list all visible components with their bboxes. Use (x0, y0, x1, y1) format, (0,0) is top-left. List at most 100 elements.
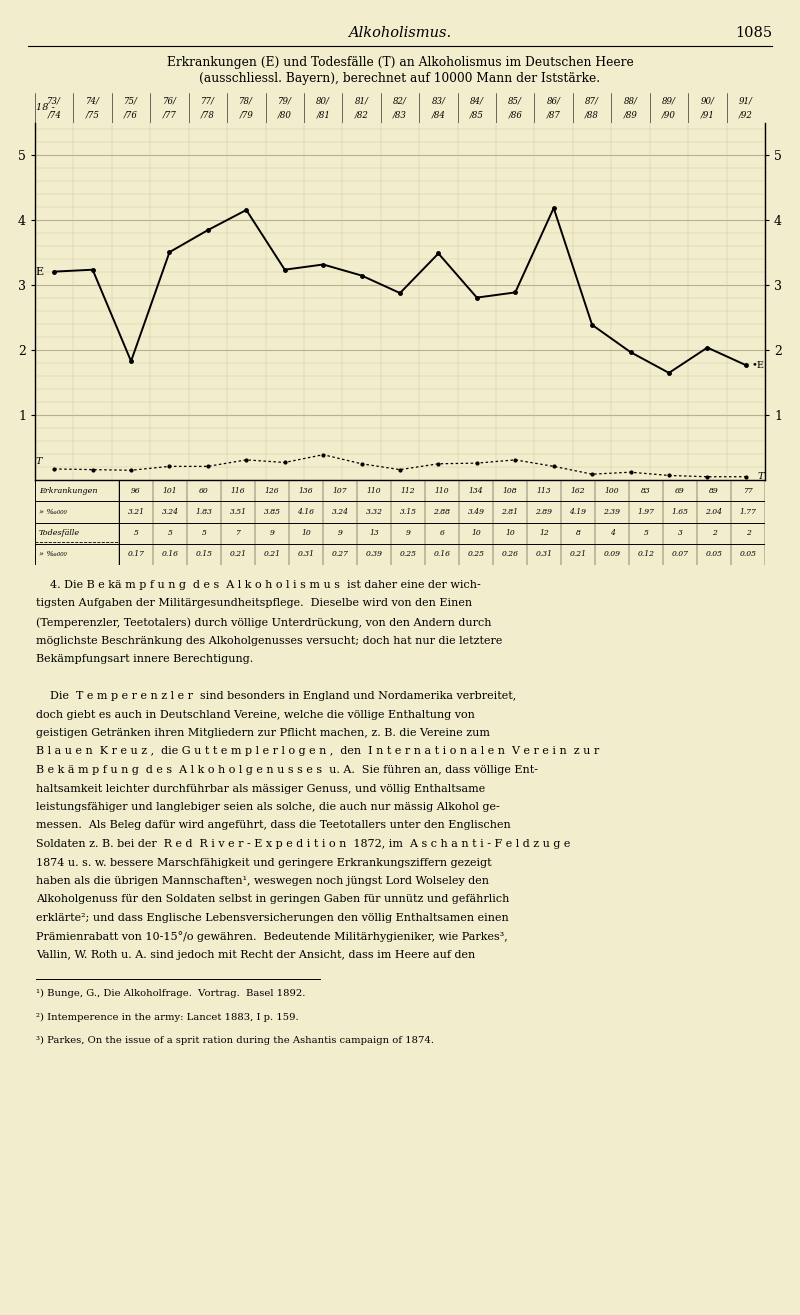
Text: 136: 136 (298, 487, 314, 494)
Text: 5: 5 (643, 529, 649, 537)
Text: 0.25: 0.25 (399, 551, 417, 559)
Text: 1.97: 1.97 (638, 508, 654, 515)
Text: 9: 9 (406, 529, 410, 537)
Text: 88/: 88/ (623, 97, 638, 107)
Text: 2.81: 2.81 (502, 508, 518, 515)
Text: 0.07: 0.07 (671, 551, 689, 559)
Text: /84: /84 (431, 110, 446, 120)
Text: 0.17: 0.17 (127, 551, 145, 559)
Text: (Temperenzler, Teetotalers) durch völlige Unterdrückung, von den Andern durch: (Temperenzler, Teetotalers) durch völlig… (36, 617, 491, 627)
Text: 3.15: 3.15 (399, 508, 417, 515)
Text: 77/: 77/ (201, 97, 215, 107)
Text: Vallin, W. Roth u. A. sind jedoch mit Recht der Ansicht, dass im Heere auf den: Vallin, W. Roth u. A. sind jedoch mit Re… (36, 949, 475, 960)
Text: 10: 10 (301, 529, 311, 537)
Text: ²) Intemperence in the army: Lancet 1883, I p. 159.: ²) Intemperence in the army: Lancet 1883… (36, 1013, 298, 1022)
Text: /85: /85 (470, 110, 484, 120)
Text: 0.31: 0.31 (535, 551, 553, 559)
Text: 96: 96 (131, 487, 141, 494)
Text: /86: /86 (508, 110, 522, 120)
Text: » ‰₀₀₀: » ‰₀₀₀ (38, 508, 66, 515)
Text: 116: 116 (230, 487, 246, 494)
Text: 12: 12 (539, 529, 549, 537)
Text: 8: 8 (575, 529, 581, 537)
Text: 0.21: 0.21 (230, 551, 246, 559)
Text: Erkrankungen (E) und Todesfälle (T) an Alkoholismus im Deutschen Heere: Erkrankungen (E) und Todesfälle (T) an A… (166, 57, 634, 68)
Text: 3.24: 3.24 (162, 508, 178, 515)
Text: 81/: 81/ (354, 97, 369, 107)
Text: 0.09: 0.09 (603, 551, 621, 559)
Text: 9: 9 (338, 529, 342, 537)
Text: 3: 3 (678, 529, 682, 537)
Text: 89/: 89/ (662, 97, 676, 107)
Text: 83/: 83/ (431, 97, 446, 107)
Text: erklärte²; und dass Englische Lebensversicherungen den völlig Enthaltsamen einen: erklärte²; und dass Englische Lebensvers… (36, 913, 509, 923)
Text: (ausschliessl. Bayern), berechnet auf 10000 Mann der Iststärke.: (ausschliessl. Bayern), berechnet auf 10… (199, 72, 601, 85)
Text: Soldaten z. B. bei der  R e d  R i v e r - E x p e d i t i o n  1872, im  A s c : Soldaten z. B. bei der R e d R i v e r -… (36, 839, 570, 849)
Text: 3.24: 3.24 (331, 508, 349, 515)
Text: /77: /77 (162, 110, 177, 120)
Text: Alkoholismus.: Alkoholismus. (349, 26, 451, 39)
Text: 101: 101 (162, 487, 178, 494)
Text: 110: 110 (434, 487, 450, 494)
Text: 0.21: 0.21 (263, 551, 281, 559)
Text: möglichste Beschränkung des Alkoholgenusses versucht; doch hat nur die letztere: möglichste Beschränkung des Alkoholgenus… (36, 635, 502, 646)
Text: 85/: 85/ (508, 97, 522, 107)
Text: 108: 108 (502, 487, 518, 494)
Text: 78/: 78/ (239, 97, 254, 107)
Text: 10: 10 (471, 529, 481, 537)
Text: 9: 9 (270, 529, 274, 537)
Text: haben als die übrigen Mannschaften¹, weswegen noch jüngst Lord Wolseley den: haben als die übrigen Mannschaften¹, wes… (36, 876, 489, 886)
Text: leistungsfähiger und langlebiger seien als solche, die auch nur mässig Alkohol g: leistungsfähiger und langlebiger seien a… (36, 802, 500, 811)
Text: tigsten Aufgaben der Militärgesundheitspflege.  Dieselbe wird von den Einen: tigsten Aufgaben der Militärgesundheitsp… (36, 598, 472, 609)
Text: 73/: 73/ (47, 97, 61, 107)
Text: /75: /75 (86, 110, 99, 120)
Text: 0.21: 0.21 (570, 551, 586, 559)
Text: /82: /82 (354, 110, 369, 120)
Text: ¹) Bunge, G., Die Alkoholfrage.  Vortrag.  Basel 1892.: ¹) Bunge, G., Die Alkoholfrage. Vortrag.… (36, 989, 306, 998)
Text: B l a u e n  K r e u z ,  die G u t t e m p l e r l o g e n ,  den  I n t e r n : B l a u e n K r e u z , die G u t t e m … (36, 747, 599, 756)
Text: T: T (758, 472, 764, 481)
Text: 87/: 87/ (585, 97, 599, 107)
Text: /90: /90 (662, 110, 676, 120)
Text: 80/: 80/ (316, 97, 330, 107)
Text: 0.31: 0.31 (298, 551, 314, 559)
Text: 3.32: 3.32 (366, 508, 382, 515)
Text: 2: 2 (711, 529, 717, 537)
Text: 1874 u. s. w. bessere Marschfähigkeit und geringere Erkrankungsziffern gezeigt: 1874 u. s. w. bessere Marschfähigkeit un… (36, 857, 492, 868)
Text: 0.16: 0.16 (434, 551, 450, 559)
Text: 5: 5 (202, 529, 206, 537)
Text: Prämienrabatt von 10-15°/o gewähren.  Bedeutende Militärhygieniker, wie Parkes³,: Prämienrabatt von 10-15°/o gewähren. Bed… (36, 931, 508, 943)
Text: E: E (36, 267, 44, 276)
Text: messen.  Als Beleg dafür wird angeführt, dass die Teetotallers unter den Englisc: messen. Als Beleg dafür wird angeführt, … (36, 821, 510, 831)
Text: 90/: 90/ (701, 97, 714, 107)
Text: 5: 5 (134, 529, 138, 537)
Text: 0.27: 0.27 (331, 551, 349, 559)
Text: 82/: 82/ (393, 97, 407, 107)
Text: geistigen Getränken ihren Mitgliedern zur Pflicht machen, z. B. die Vereine zum: geistigen Getränken ihren Mitgliedern zu… (36, 729, 490, 738)
Text: /87: /87 (546, 110, 561, 120)
Text: B e k ä m p f u n g  d e s  A l k o h o l g e n u s s e s  u. A.  Sie führen an,: B e k ä m p f u n g d e s A l k o h o l … (36, 765, 538, 775)
Text: Erkrankungen: Erkrankungen (38, 487, 97, 494)
Text: 3.21: 3.21 (127, 508, 145, 515)
Text: Bekämpfungsart innere Berechtigung.: Bekämpfungsart innere Berechtigung. (36, 654, 254, 664)
Text: 100: 100 (605, 487, 619, 494)
Text: 162: 162 (570, 487, 586, 494)
Text: 7: 7 (235, 529, 240, 537)
Text: 10: 10 (505, 529, 515, 537)
Text: 0.05: 0.05 (706, 551, 722, 559)
Text: 0.25: 0.25 (467, 551, 485, 559)
Text: 0.39: 0.39 (366, 551, 382, 559)
Text: 1.77: 1.77 (739, 508, 757, 515)
Text: 6: 6 (439, 529, 445, 537)
Text: /91: /91 (701, 110, 714, 120)
Text: Alkoholgenuss für den Soldaten selbst in geringen Gaben für unnütz und gefährlic: Alkoholgenuss für den Soldaten selbst in… (36, 894, 510, 905)
Text: 75/: 75/ (124, 97, 138, 107)
Text: 0.12: 0.12 (638, 551, 654, 559)
Text: /83: /83 (393, 110, 407, 120)
Text: 83: 83 (641, 487, 651, 494)
Text: 69: 69 (675, 487, 685, 494)
Text: 2: 2 (746, 529, 750, 537)
Text: 1.65: 1.65 (671, 508, 689, 515)
Text: ³) Parkes, On the issue of a sprit ration during the Ashantis campaign of 1874.: ³) Parkes, On the issue of a sprit ratio… (36, 1036, 434, 1045)
Text: 2.04: 2.04 (706, 508, 722, 515)
